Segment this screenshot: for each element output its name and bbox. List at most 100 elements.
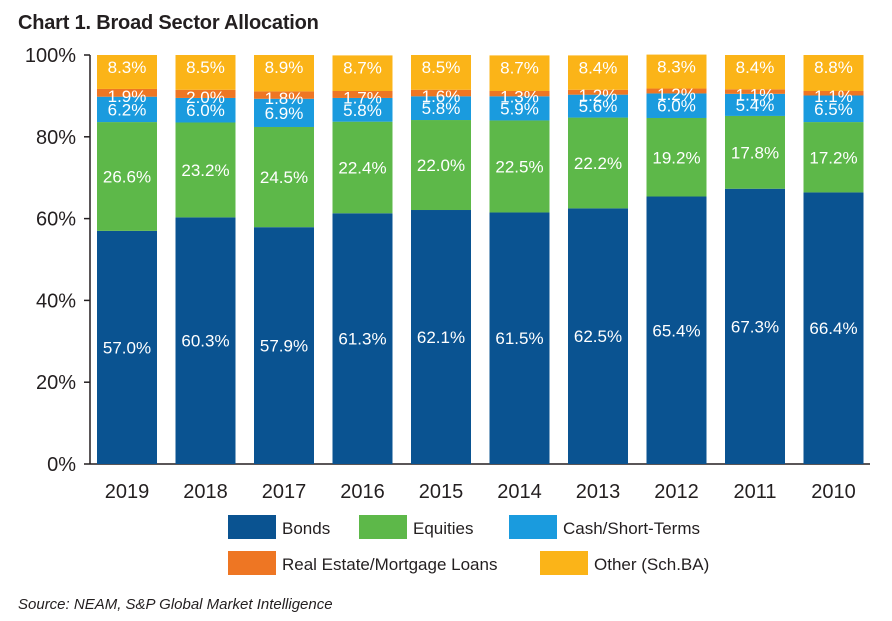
data-label: 8.3%: [108, 58, 147, 77]
x-tick-label: 2012: [654, 481, 699, 503]
bar-segment-other-sch-ba-: [254, 55, 314, 92]
legend-label-equities: Equities: [413, 519, 473, 538]
legend-swatch-equities: [359, 515, 407, 539]
x-tick-label: 2018: [183, 481, 228, 503]
bar-segment-bonds: [489, 212, 550, 464]
data-label: 8.8%: [814, 58, 853, 77]
data-label: 8.4%: [579, 58, 618, 77]
data-label: 6.9%: [265, 104, 304, 123]
bar-segment-equities: [332, 121, 393, 214]
data-label: 5.4%: [736, 96, 775, 115]
y-tick-label: 40%: [36, 290, 76, 312]
bar-segment-bonds: [332, 213, 393, 464]
y-tick-label: 60%: [36, 209, 76, 231]
bar-segment-bonds: [803, 192, 864, 464]
bar-segment-cash-short-terms: [725, 93, 785, 116]
bar-segment-other-sch-ba-: [332, 55, 393, 91]
data-label: 23.2%: [181, 161, 229, 180]
data-label: 5.8%: [422, 99, 461, 118]
y-tick-label: 20%: [36, 372, 76, 394]
data-label: 6.5%: [814, 100, 853, 119]
legend-label-cash-short-terms: Cash/Short-Terms: [563, 519, 700, 538]
legend-swatch-bonds: [228, 515, 276, 539]
data-label: 6.0%: [657, 97, 696, 116]
bar-segment-equities: [568, 117, 628, 209]
data-labels: 57.0%26.6%6.2%1.9%8.3%60.3%23.2%6.0%2.0%…: [103, 58, 858, 358]
bar-segment-other-sch-ba-: [568, 55, 628, 90]
data-label: 17.8%: [731, 143, 779, 162]
legend: Bonds Equities Cash/Short-Terms Real Estate…: [228, 515, 709, 575]
chart-title: Chart 1. Broad Sector Allocation: [18, 12, 319, 34]
bar-segment-cash-short-terms: [646, 93, 707, 118]
bar-segment-equities: [97, 122, 157, 231]
bar-segment-equities: [411, 120, 471, 211]
data-label: 1.9%: [108, 87, 147, 106]
bar-segment-real-estate-mortgage-loans: [332, 90, 393, 98]
data-label: 5.9%: [500, 99, 539, 118]
data-label: 60.3%: [181, 332, 229, 351]
legend-swatch-other-sch-ba-: [540, 551, 588, 575]
data-label: 19.2%: [652, 148, 700, 167]
x-axis: 2019 2018 2017 2016 2015 2014 2013 2012 2011 2010: [90, 463, 870, 503]
data-label: 8.9%: [265, 58, 304, 77]
data-label: 8.5%: [422, 58, 461, 77]
bar-segment-bonds: [254, 227, 314, 464]
bar-segment-other-sch-ba-: [489, 55, 550, 91]
legend-label-bonds: Bonds: [282, 519, 330, 538]
x-tick-label: 2019: [105, 481, 150, 503]
bar-segment-bonds: [411, 210, 471, 464]
bar-segment-real-estate-mortgage-loans: [803, 90, 864, 96]
bar-segment-real-estate-mortgage-loans: [97, 88, 157, 97]
data-label: 22.2%: [574, 154, 622, 173]
bar-segment-real-estate-mortgage-loans: [175, 89, 236, 98]
bar-segment-cash-short-terms: [175, 97, 236, 123]
legend-swatch-cash-short-terms: [509, 515, 557, 539]
y-tick-label: 80%: [36, 127, 76, 149]
legend-label-real-estate-mortgage-loans: Real Estate/Mortgage Loans: [282, 555, 497, 574]
data-label: 66.4%: [809, 319, 857, 338]
data-label: 8.7%: [500, 58, 539, 77]
bar-segment-cash-short-terms: [254, 98, 314, 127]
bar-segment-other-sch-ba-: [646, 54, 707, 89]
data-label: 8.4%: [736, 58, 775, 77]
data-label: 26.6%: [103, 167, 151, 186]
bar-segment-cash-short-terms: [489, 96, 550, 121]
data-label: 8.5%: [186, 58, 225, 77]
source-note: Source: NEAM, S&P Global Market Intellig…: [18, 596, 333, 613]
bar-segment-bonds: [97, 230, 157, 464]
data-label: 1.7%: [343, 88, 382, 107]
data-label: 1.3%: [500, 88, 539, 107]
data-label: 22.0%: [417, 156, 465, 175]
bar-segment-real-estate-mortgage-loans: [411, 89, 471, 97]
data-label: 57.0%: [103, 338, 151, 357]
data-label: 65.4%: [652, 321, 700, 340]
data-label: 17.2%: [809, 148, 857, 167]
bar-segment-other-sch-ba-: [725, 55, 785, 90]
data-label: 5.6%: [579, 97, 618, 116]
bar-segment-equities: [803, 122, 864, 193]
bar-segment-real-estate-mortgage-loans: [646, 88, 707, 94]
data-label: 6.0%: [186, 101, 225, 120]
data-label: 2.0%: [186, 88, 225, 107]
bar-segment-real-estate-mortgage-loans: [725, 89, 785, 94]
data-label: 62.1%: [417, 328, 465, 347]
data-label: 6.2%: [108, 100, 147, 119]
bar-segment-other-sch-ba-: [803, 55, 864, 91]
data-label: 22.5%: [495, 157, 543, 176]
bar-segment-bonds: [646, 196, 707, 464]
data-label: 22.4%: [338, 158, 386, 177]
y-tick-label: 100%: [25, 45, 76, 67]
x-tick-label: 2015: [419, 481, 464, 503]
x-tick-label: 2017: [262, 481, 307, 503]
x-tick-label: 2010: [811, 481, 856, 503]
legend-swatch-real-estate-mortgage-loans: [228, 551, 276, 575]
x-tick-label: 2016: [340, 481, 385, 503]
data-label: 57.9%: [260, 337, 308, 356]
x-tick-label: 2011: [733, 481, 776, 503]
data-label: 61.5%: [495, 329, 543, 348]
data-label: 1.8%: [265, 89, 304, 108]
bar-segment-real-estate-mortgage-loans: [489, 90, 550, 97]
bar-segment-equities: [175, 122, 236, 218]
bar-segment-cash-short-terms: [97, 96, 157, 123]
